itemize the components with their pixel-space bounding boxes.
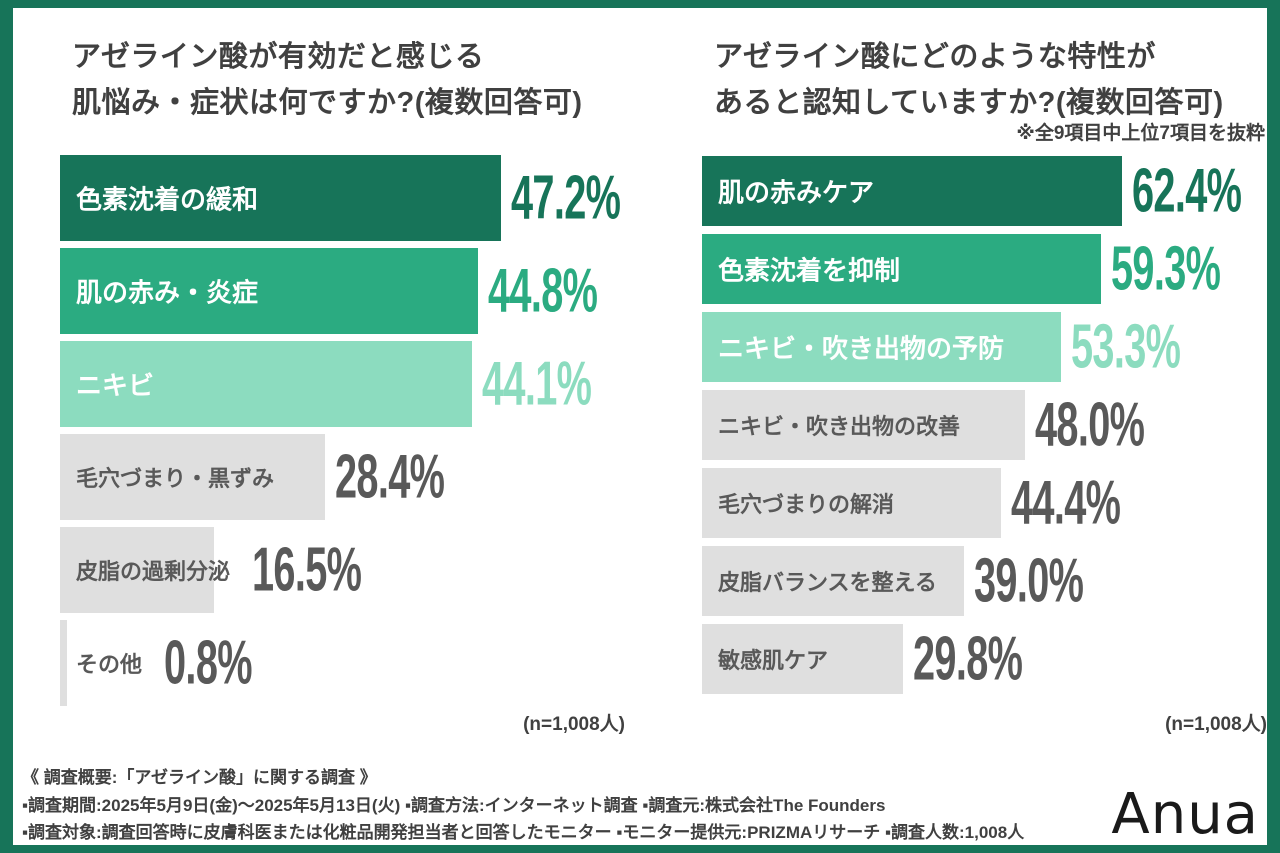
survey-overview-line2: ▪調査対象:調査回答時に皮膚科医または化粧品開発担当者と回答したモニター ▪モニ… — [22, 823, 1025, 842]
bar-label: ニキビ・吹き出物の改善 — [718, 414, 961, 439]
bar-row: 色素沈着を抑制 59.3% — [702, 234, 1267, 304]
bar-label: ニキビ — [76, 370, 155, 401]
bar-value: 47.2% — [510, 163, 621, 233]
bar — [702, 156, 1122, 226]
bar-row: ニキビ・吹き出物の予防 53.3% — [702, 312, 1267, 382]
bar — [702, 234, 1102, 304]
bar-value: 16.5% — [252, 535, 362, 605]
bar — [60, 620, 68, 706]
bar-value: 59.3% — [1111, 234, 1221, 304]
bar-row: 毛穴づまりの解消 44.4% — [702, 468, 1267, 538]
bar-label: 皮脂の過剰分泌 — [76, 559, 231, 584]
bar-label: 色素沈着の緩和 — [76, 184, 259, 215]
bar — [702, 468, 1001, 538]
left-sample-size: (n=1,008人) — [523, 714, 625, 735]
survey-overview-line1: ▪調査期間:2025年5月9日(金)〜2025年5月13日(火) ▪調査方法:イ… — [22, 796, 886, 815]
bar-value: 48.0% — [1035, 390, 1145, 460]
bar — [60, 434, 326, 520]
bar — [60, 341, 472, 427]
bar-label: ニキビ・吹き出物の予防 — [718, 333, 1005, 364]
right-chart-note: ※全9項目中上位7項目を抜粋 — [1016, 123, 1265, 144]
bar — [60, 248, 479, 334]
bar-value: 53.3% — [1070, 312, 1181, 382]
right-sample-size: (n=1,008人) — [1165, 714, 1267, 735]
right-chart-title-line1: アゼライン酸にどのような特性が — [714, 41, 1156, 73]
bar-row: 肌の赤みケア 62.4% — [702, 156, 1267, 226]
bar-label: 色素沈着を抑制 — [718, 255, 901, 286]
survey-overview: 《 調査概要:「アゼライン酸」に関する調査 》 ▪調査期間:2025年5月9日(… — [22, 764, 1122, 846]
bar-row: 敏感肌ケア 29.8% — [702, 624, 1267, 694]
bar-label: 毛穴づまりの解消 — [718, 492, 895, 517]
right-chart-title: アゼライン酸にどのような特性が あると認知していますか?(複数回答可) — [714, 34, 1267, 126]
bar-label: 毛穴づまり・黒ずみ — [76, 466, 275, 491]
bar-row: ニキビ 44.1% — [60, 341, 625, 427]
bar-row: 毛穴づまり・黒ずみ 28.4% — [60, 434, 625, 520]
bar-value: 44.1% — [481, 349, 592, 419]
left-chart: アゼライン酸が有効だと感じる 肌悩み・症状は何ですか?(複数回答可) 色素沈着の… — [60, 8, 625, 768]
bar-value: 62.4% — [1131, 156, 1242, 226]
bar-label: その他 — [76, 652, 143, 677]
bar-row: 肌の赤み・炎症 44.8% — [60, 248, 625, 334]
survey-overview-heading: 《 調査概要:「アゼライン酸」に関する調査 》 — [22, 768, 377, 787]
bar-row: 皮脂の過剰分泌 16.5% — [60, 527, 625, 613]
bar — [702, 624, 903, 694]
bar — [702, 312, 1061, 382]
bar-row: その他 0.8% — [60, 620, 625, 706]
bar-label: 敏感肌ケア — [718, 648, 829, 673]
bar-value: 39.0% — [974, 546, 1084, 616]
bar — [702, 546, 965, 616]
brand-logo: Anua — [1111, 782, 1259, 847]
bar — [702, 390, 1026, 460]
bar-value: 44.8% — [488, 256, 598, 326]
bar-row: 皮脂バランスを整える 39.0% — [702, 546, 1267, 616]
bar-row: 色素沈着の緩和 47.2% — [60, 155, 625, 241]
bar-label: 肌の赤み・炎症 — [76, 277, 259, 308]
bar-label: 肌の赤みケア — [718, 177, 875, 208]
left-chart-title: アゼライン酸が有効だと感じる 肌悩み・症状は何ですか?(複数回答可) — [72, 34, 625, 126]
bar-value: 0.8% — [164, 628, 253, 698]
bar-label: 皮脂バランスを整える — [718, 570, 937, 595]
right-chart-bars: 肌の赤みケア 62.4% 色素沈着を抑制 59.3% ニキビ・吹き出物の予防 53.3% ニ… — [702, 156, 1267, 702]
bar-value: 28.4% — [335, 442, 445, 512]
bar-value: 29.8% — [912, 624, 1023, 694]
bar-row: ニキビ・吹き出物の改善 48.0% — [702, 390, 1267, 460]
left-chart-title-line1: アゼライン酸が有効だと感じる — [72, 41, 485, 73]
bar — [60, 527, 215, 613]
right-chart: アゼライン酸にどのような特性が あると認知していますか?(複数回答可) ※全9項… — [702, 8, 1267, 768]
bar-value: 44.4% — [1010, 468, 1121, 538]
left-chart-bars: 色素沈着の緩和 47.2% 肌の赤み・炎症 44.8% ニキビ 44.1% 毛穴づまり・黒ず… — [60, 155, 625, 713]
right-chart-title-line2: あると認知していますか?(複数回答可) — [714, 87, 1224, 119]
content-area: アゼライン酸が有効だと感じる 肌悩み・症状は何ですか?(複数回答可) 色素沈着の… — [13, 8, 1267, 845]
left-chart-title-line2: 肌悩み・症状は何ですか?(複数回答可) — [72, 87, 583, 119]
bar — [60, 155, 501, 241]
